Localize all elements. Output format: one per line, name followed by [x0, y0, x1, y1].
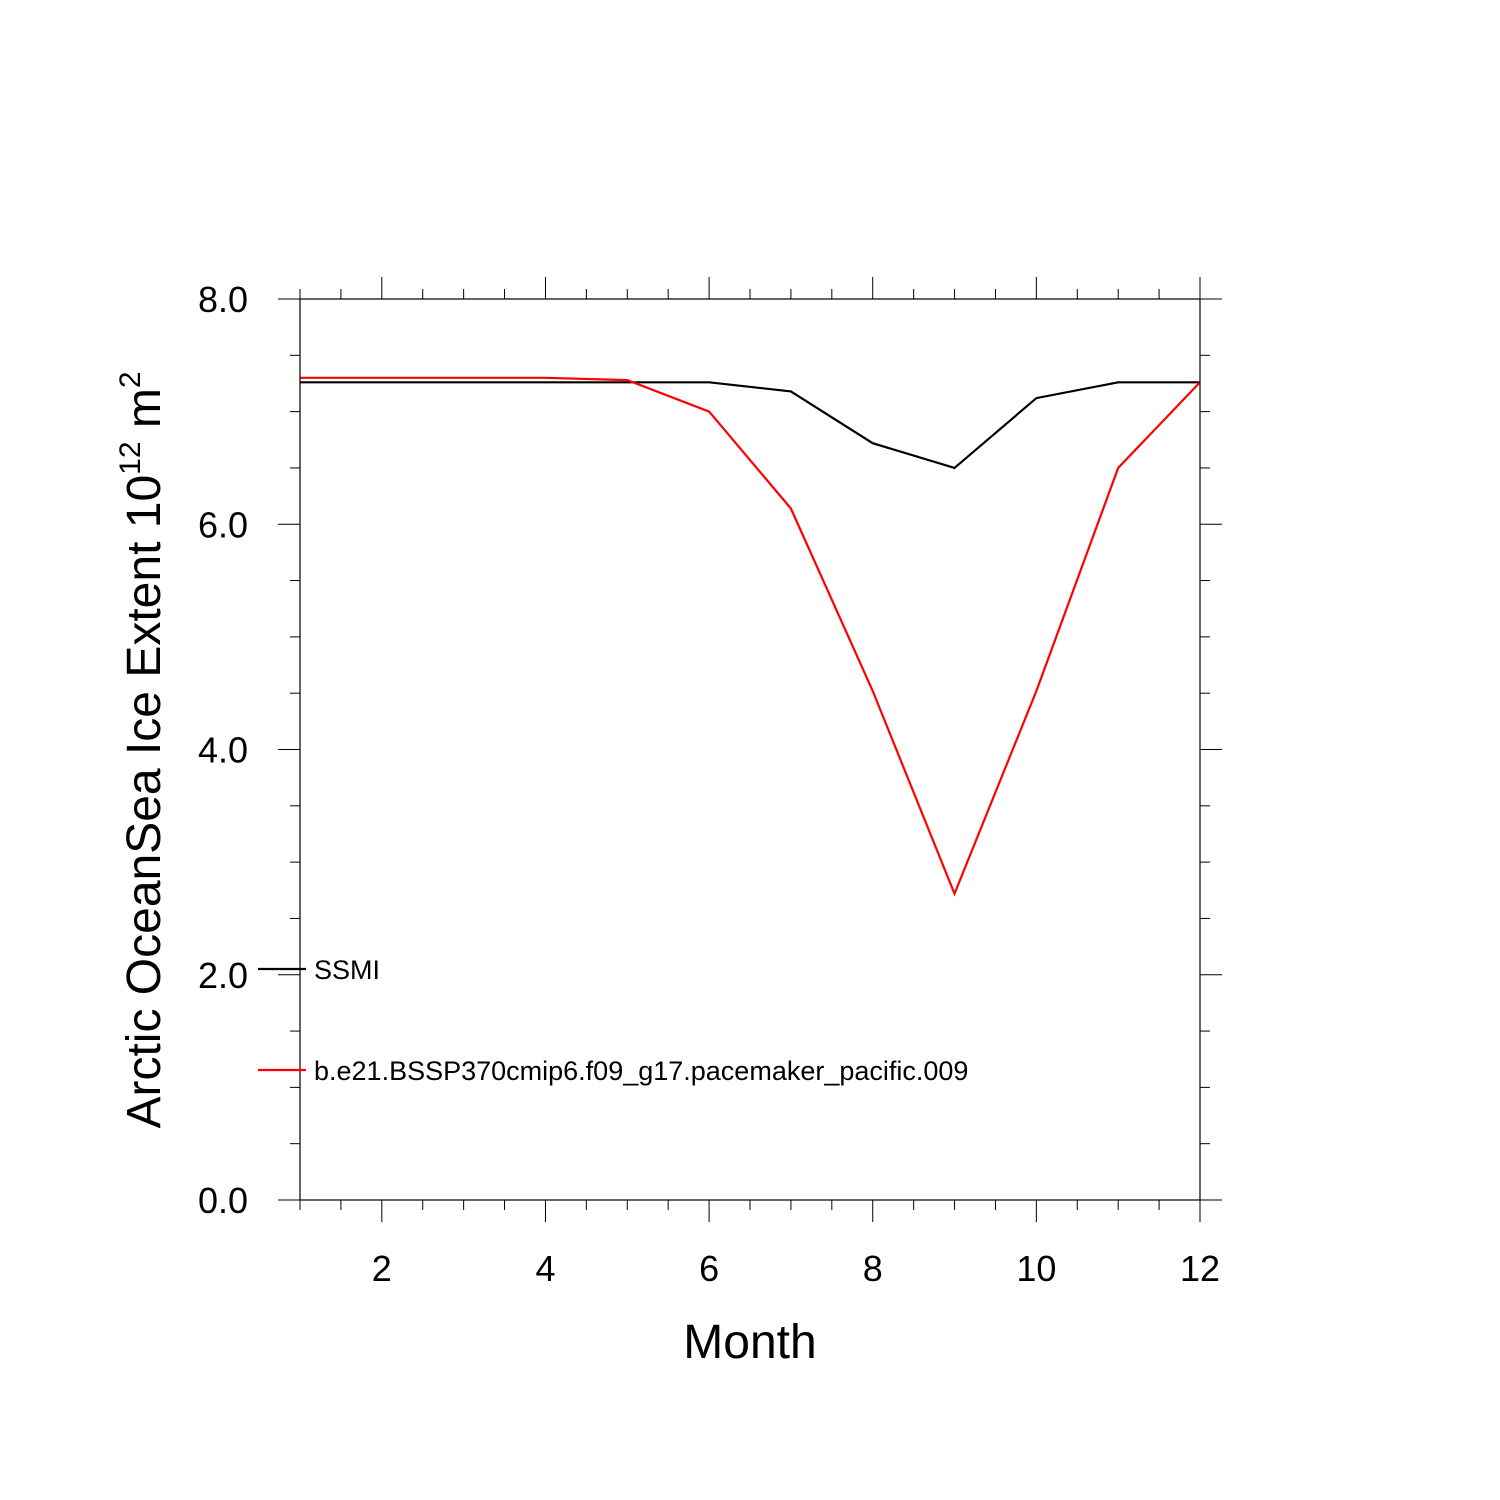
x-axis-title: Month [683, 1316, 816, 1369]
y-axis-title-unit-exponent: 2 [114, 371, 147, 388]
y-tick-label: 6.0 [198, 504, 248, 545]
y-axis-title-unit: m [118, 388, 171, 441]
y-tick-label: 8.0 [198, 279, 248, 320]
x-tick-label: 8 [863, 1248, 883, 1289]
y-axis-title: Arctic OceanSea Ice Extent 1012 m2 [114, 371, 171, 1128]
legend-label-2: b.e21.BSSP370cmip6.f09_g17.pacemaker_pac… [314, 1056, 968, 1086]
y-tick-label: 0.0 [198, 1180, 248, 1221]
y-axis-title-exponent: 12 [114, 441, 147, 474]
plot-frame [299, 298, 1201, 1201]
minor-ticks [290, 289, 1210, 1210]
y-tick-label: 4.0 [198, 730, 248, 771]
legend: SSMI b.e21.BSSP370cmip6.f09_g17.pacemaker… [258, 955, 968, 1086]
y-axis-title-main: Arctic OceanSea Ice Extent 10 [118, 475, 171, 1129]
legend-label-1: SSMI [314, 955, 380, 985]
x-tick-label: 10 [1016, 1248, 1056, 1289]
x-tick-label: 2 [372, 1248, 392, 1289]
major-ticks [278, 277, 1222, 1222]
y-tick-labels: 0.0 2.0 4.0 6.0 8.0 [198, 279, 248, 1221]
x-tick-label: 12 [1180, 1248, 1220, 1289]
series-line-2 [300, 376, 1201, 897]
x-tick-label: 4 [535, 1248, 555, 1289]
x-tick-label: 6 [699, 1248, 719, 1289]
y-tick-label: 2.0 [198, 955, 248, 996]
x-tick-labels: 2 4 6 8 10 12 [372, 1248, 1220, 1289]
series-lines [300, 376, 1201, 897]
series-line-1 [300, 381, 1200, 470]
